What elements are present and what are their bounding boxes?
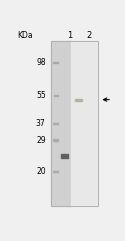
Text: 20: 20 [36, 167, 46, 176]
Text: KDa: KDa [18, 32, 33, 40]
Text: 98: 98 [36, 58, 46, 67]
Bar [51, 41, 98, 206]
Bar [54, 95, 58, 96]
Text: 2: 2 [87, 32, 92, 40]
Text: 55: 55 [36, 91, 46, 100]
Text: 1: 1 [67, 32, 72, 40]
Bar [53, 171, 58, 172]
Bar [71, 41, 99, 206]
Text: 29: 29 [36, 136, 46, 145]
Text: 37: 37 [36, 119, 46, 128]
Bar [75, 99, 82, 100]
Bar [61, 154, 68, 158]
Bar [53, 123, 58, 124]
Bar [51, 41, 71, 206]
Bar [53, 139, 58, 141]
Bar [53, 62, 58, 63]
